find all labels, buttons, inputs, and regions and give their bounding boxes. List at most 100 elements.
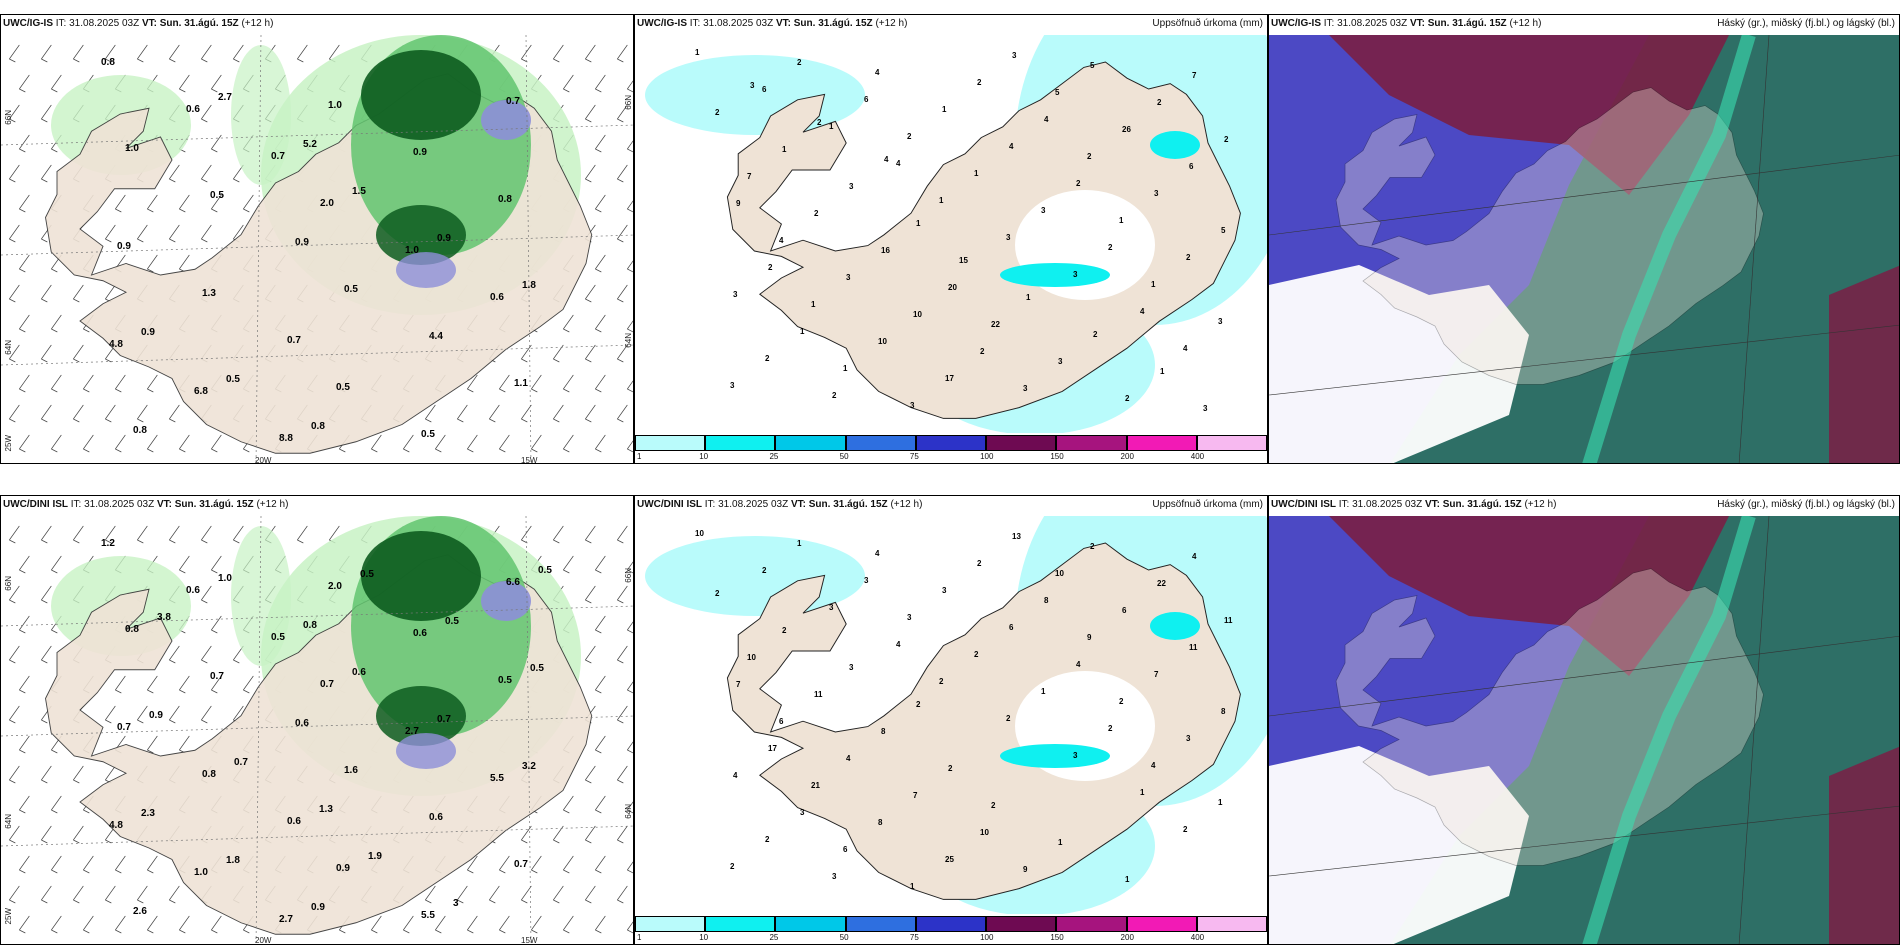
- wind-barb: [585, 525, 596, 541]
- wind-barb: [521, 885, 532, 901]
- wind-barb: [521, 404, 532, 420]
- wind-barb-flag: [169, 178, 176, 183]
- colorbar-swatch: [915, 916, 987, 932]
- accum-value-label: 9: [1087, 633, 1092, 642]
- accum-value-label: 10: [1055, 569, 1064, 578]
- wind-barb-flag: [9, 298, 16, 303]
- wind-barb: [435, 915, 446, 931]
- wind-barb-flag: [73, 899, 80, 904]
- wind-barb-flag: [19, 268, 26, 273]
- wind-barb-flag: [51, 88, 58, 93]
- wind-barb: [169, 645, 180, 661]
- precip-value-label: 0.7: [271, 151, 285, 162]
- accum-value-label: 2: [1119, 697, 1124, 706]
- wind-barb-flag: [627, 328, 633, 333]
- precip-value-label: 2.0: [328, 581, 342, 592]
- precip-value-label: 1.0: [194, 867, 208, 878]
- accum-value-label: 2: [1108, 243, 1113, 252]
- wind-barb: [9, 164, 20, 180]
- precip-map-svg: 0.8 0.6 0.7 2.0 1.0 0.6 4.8 6.8 8.8 1.0 0.9 0.8 0.9 1…: [1, 35, 633, 463]
- colorbar-swatch: [775, 435, 846, 451]
- accum-value-label: 4: [875, 68, 880, 77]
- precip-value-label: 0.5: [360, 569, 374, 580]
- wind-barb: [201, 44, 212, 60]
- wind-barb-flag: [627, 809, 633, 814]
- wind-barb: [19, 434, 30, 450]
- precip-value-label: 2.7: [279, 914, 293, 925]
- wind-barb-flag: [169, 719, 176, 724]
- precip-value-label: 2.6: [133, 906, 147, 917]
- graticule: [1269, 635, 1899, 717]
- wind-barb: [179, 675, 190, 691]
- wind-barb: [73, 885, 84, 901]
- wind-barb-flag: [9, 118, 16, 123]
- wind-barb-flag: [553, 839, 560, 844]
- wind-barb: [83, 374, 94, 390]
- wind-barb-flag: [425, 899, 432, 904]
- accum-value-label: 3: [849, 182, 854, 191]
- wind-barb: [105, 765, 116, 781]
- lon-label-corner: 25W: [4, 435, 13, 452]
- wind-barb-flag: [627, 569, 633, 574]
- wind-barb: [169, 224, 180, 240]
- wind-barb-flag: [499, 448, 506, 453]
- mid-cloud-area: [1329, 516, 1729, 676]
- wind-barb-flag: [595, 448, 602, 453]
- accum-value-label: 2: [1183, 825, 1188, 834]
- wind-barb: [467, 374, 478, 390]
- wind-barb: [105, 885, 116, 901]
- precip-value-label: 1.9: [368, 851, 382, 862]
- colorbar-swatch: [705, 435, 776, 451]
- wind-barb-flag: [41, 238, 48, 243]
- wind-barb-flag: [595, 689, 602, 694]
- accum-value-label: 3: [849, 663, 854, 672]
- wind-barb-flag: [51, 629, 58, 634]
- colorbar-swatch: [986, 435, 1057, 451]
- wind-barb: [137, 885, 148, 901]
- wind-barb: [329, 525, 340, 541]
- wind-barb-flag: [83, 929, 90, 934]
- colorbar-swatch: [705, 916, 776, 932]
- wind-barb: [595, 434, 606, 450]
- wind-barb: [585, 284, 596, 300]
- wind-barb-flag: [595, 869, 602, 874]
- accum-value-label: 8: [1044, 596, 1049, 605]
- wind-barb-flag: [627, 208, 633, 213]
- accum-value-label: 10: [878, 337, 887, 346]
- wind-barb: [233, 525, 244, 541]
- wind-barb-flag: [595, 328, 602, 333]
- precip-area-heavy: [376, 205, 466, 265]
- wind-barb-flag: [51, 749, 58, 754]
- wind-barb: [563, 74, 574, 90]
- wind-barb: [19, 134, 30, 150]
- wind-barb: [137, 224, 148, 240]
- wind-barb: [595, 795, 606, 811]
- precip-value-label: 0.5: [498, 675, 512, 686]
- wind-barb: [9, 284, 20, 300]
- precip-value-label: 3.8: [157, 612, 171, 623]
- wind-barb-flag: [19, 208, 26, 213]
- wind-barb: [201, 104, 212, 120]
- accum-value-label: 3: [733, 290, 738, 299]
- wind-barb-flag: [41, 659, 48, 664]
- wind-barb-flag: [467, 929, 474, 934]
- wind-barb: [73, 344, 84, 360]
- wind-barb: [563, 555, 574, 571]
- graticule: [1, 344, 633, 366]
- wind-barb-flag: [627, 268, 633, 273]
- wind-barb-flag: [115, 208, 122, 213]
- precip-value-label: 0.5: [271, 632, 285, 643]
- wind-barb-flag: [211, 88, 218, 93]
- wind-barb: [595, 374, 606, 390]
- wind-barb-flag: [115, 448, 122, 453]
- precip-value-label: 0.9: [117, 241, 131, 252]
- precip-shade-10mm: [1000, 263, 1110, 287]
- wind-barb: [9, 885, 20, 901]
- colorbar-tick: 50: [839, 452, 849, 461]
- wind-barb: [553, 404, 564, 420]
- wind-barb-flag: [19, 328, 26, 333]
- wind-barb: [41, 164, 52, 180]
- accum-value-label: 1: [782, 145, 787, 154]
- wind-barb: [147, 915, 158, 931]
- wind-barb-flag: [105, 899, 112, 904]
